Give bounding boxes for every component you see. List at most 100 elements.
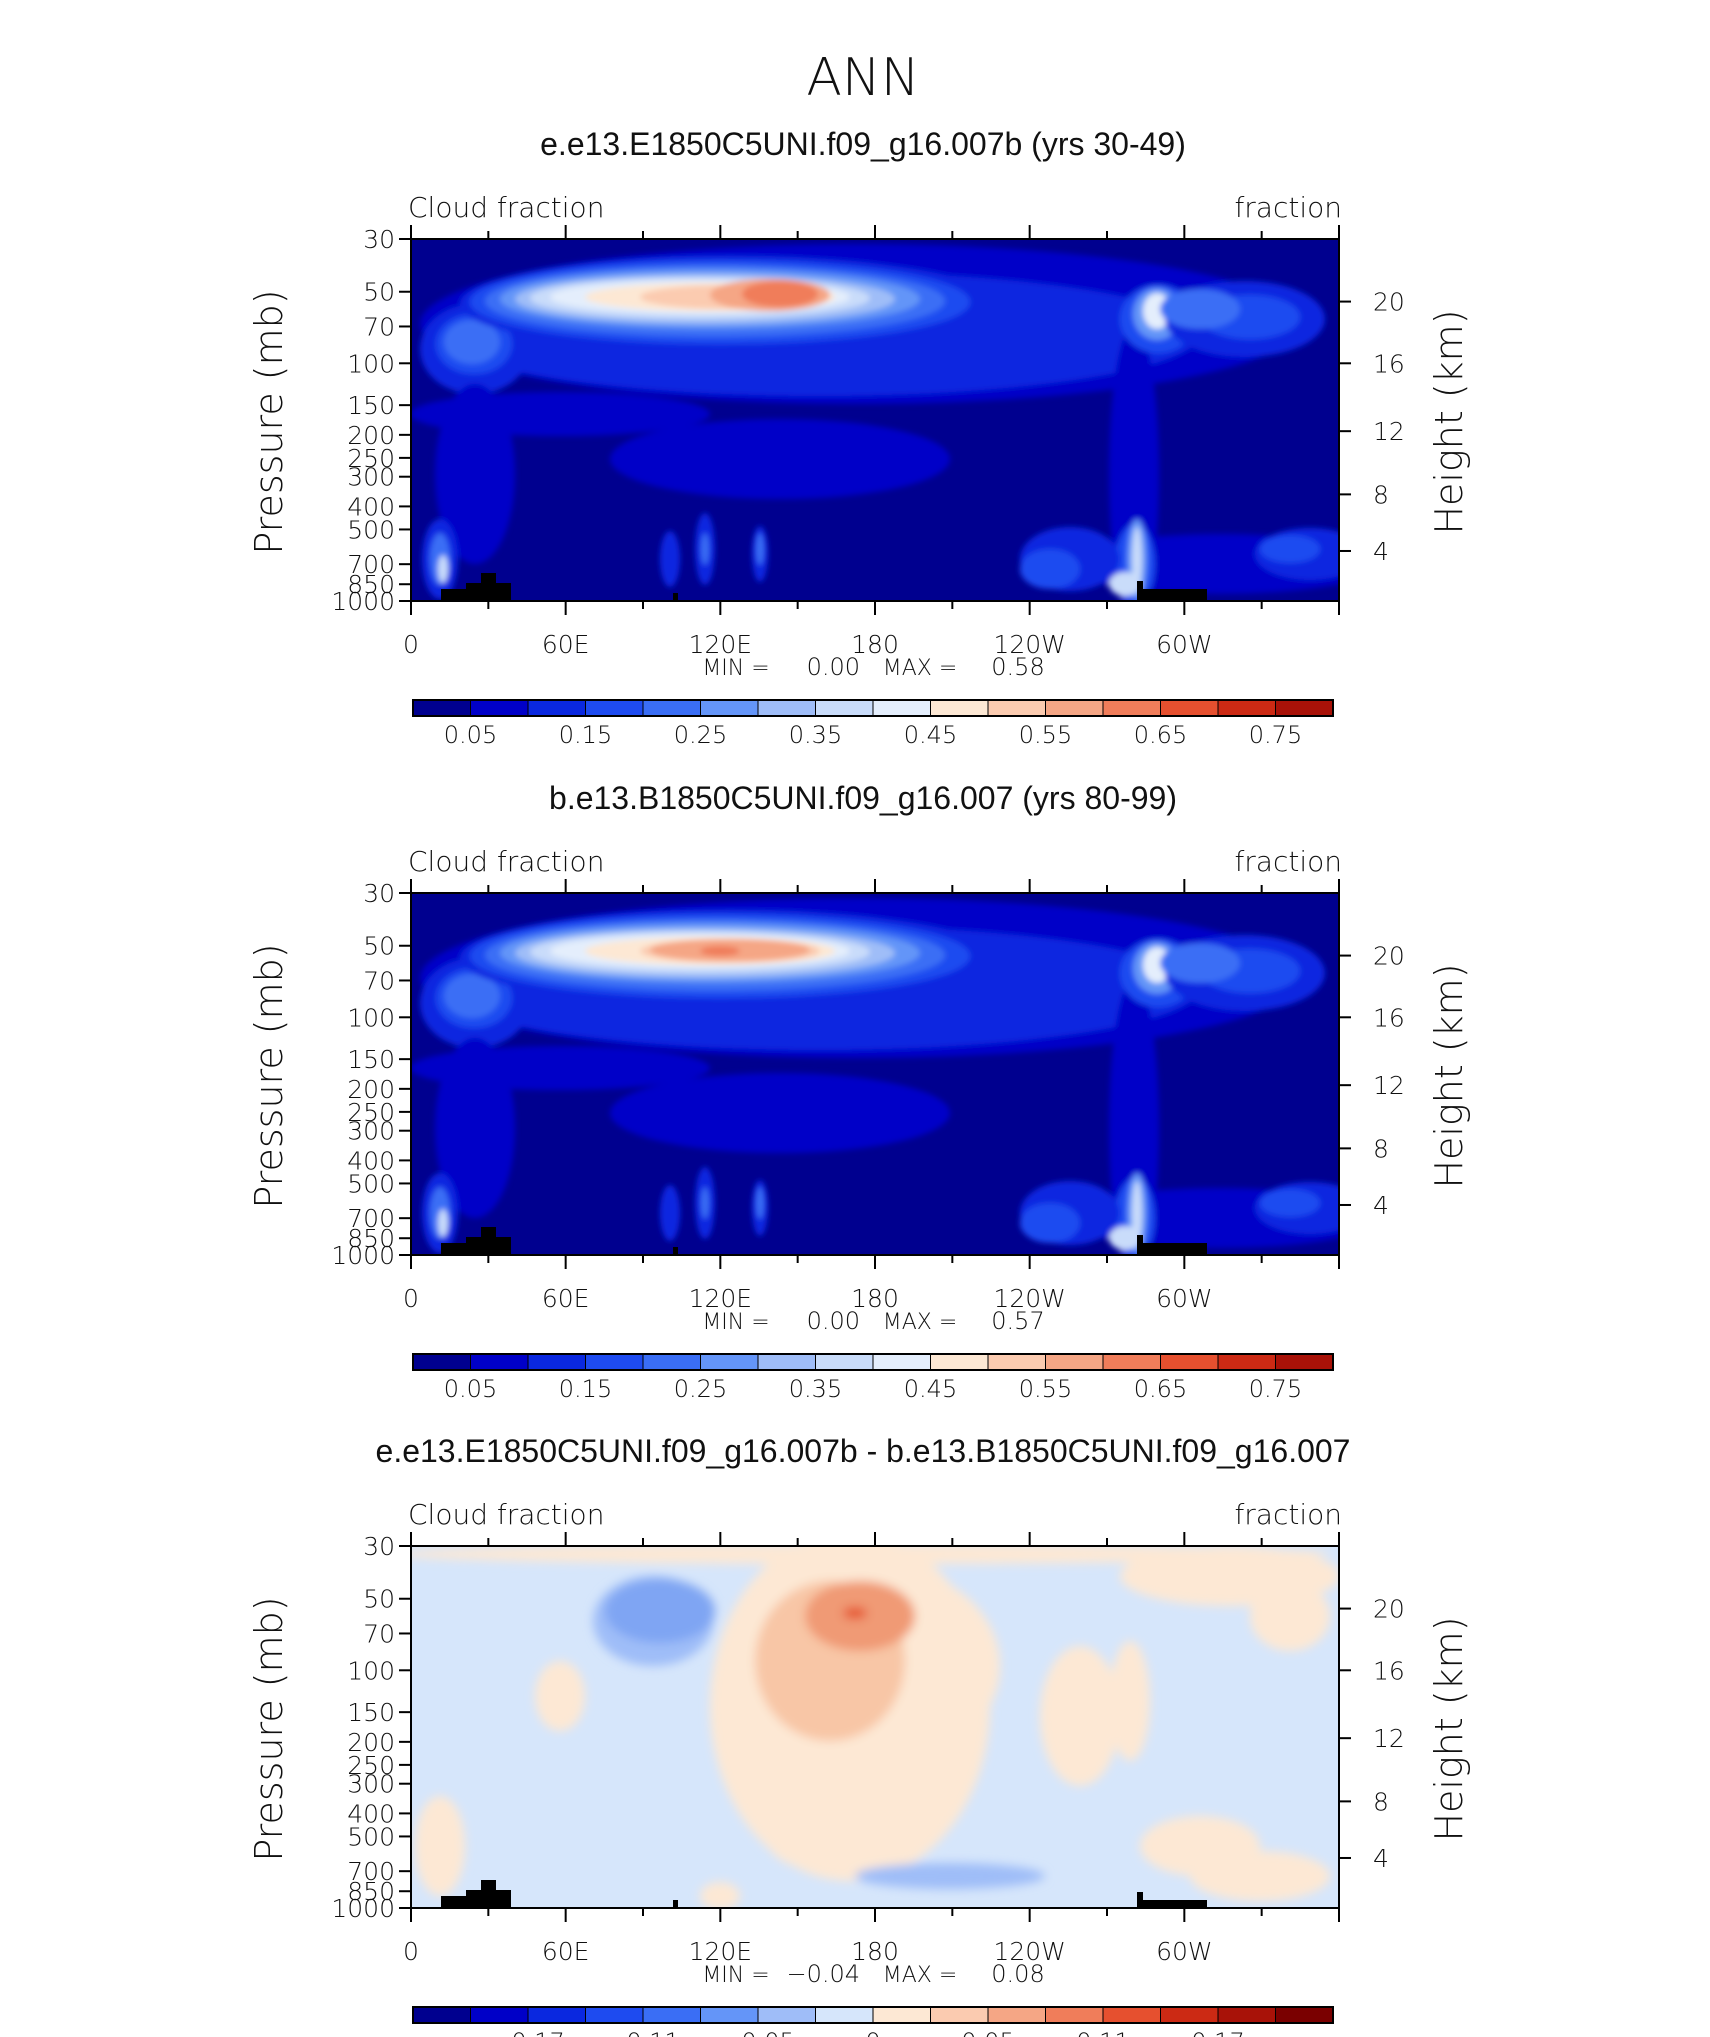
- topography-island: [673, 593, 678, 601]
- y-tick-label: 70: [363, 966, 395, 995]
- x-tick-label: 180: [851, 630, 899, 659]
- colorbar-label: 0.11: [1076, 2028, 1129, 2037]
- x-axis: 0 60E 120E 180 120W 60W: [403, 225, 1340, 659]
- colorbar-frame: [412, 1353, 1334, 1371]
- right-corner-label: fraction: [1234, 845, 1342, 878]
- min-max-readout: MIN = 0.00 MAX = 0.58: [702, 653, 1044, 681]
- topography-andes-peak: [1137, 1892, 1143, 1902]
- x-tick-label: 180: [851, 1937, 899, 1966]
- panel-title: e.e13.E1850C5UNI.f09_g16.007b (yrs 30-49…: [540, 126, 1186, 162]
- colorbar-label: 0.05: [444, 1375, 497, 1403]
- colorbar-swatch: [757, 699, 816, 717]
- colorbar-swatch: [527, 2006, 586, 2024]
- contour-region: [435, 1038, 515, 1218]
- right-corner-label: fraction: [1234, 191, 1342, 224]
- colorbar-swatch: [815, 2006, 874, 2024]
- colorbar-frame: [412, 2006, 1334, 2024]
- x-tick-label: 120W: [993, 1937, 1065, 1966]
- y2-tick-label: 4: [1373, 1191, 1389, 1220]
- y-tick-label: 400: [347, 1799, 395, 1828]
- x-axis: 0 60E 120E 180 120W 60W: [403, 1532, 1340, 1966]
- contour-region: [535, 1661, 585, 1731]
- contour-region: [1109, 1226, 1141, 1250]
- y-tick-label: 250: [347, 1098, 395, 1127]
- y-tick-label: 100: [347, 1003, 395, 1032]
- y-tick-label: 500: [347, 1169, 395, 1198]
- topography-island: [673, 1900, 678, 1908]
- topography-andes: [1137, 1900, 1207, 1908]
- colorbar-swatch: [412, 1353, 471, 1371]
- colorbar-swatch: [872, 1353, 931, 1371]
- colorbar-swatch: [470, 699, 529, 717]
- y-tick-label: 30: [363, 1532, 395, 1561]
- y2-tick-label: 4: [1373, 537, 1389, 566]
- colorbar-swatch: [930, 1353, 989, 1371]
- contour-region: [415, 1796, 465, 1896]
- y-axis-right: 20 16 12 8 4: [1339, 288, 1405, 566]
- y-axis-right: 20 16 12 8 4: [1339, 942, 1405, 1220]
- colorbar-swatch: [470, 2006, 529, 2024]
- y2-tick-label: 12: [1373, 1071, 1405, 1100]
- y-tick-label: 200: [347, 1728, 395, 1757]
- y-tick-label: 850: [347, 1877, 395, 1906]
- y2-axis-label: Height (km): [1427, 963, 1471, 1188]
- colorbar: 0.05 0.15 0.25 0.35 0.45 0.55 0.65 0.75: [412, 699, 1334, 749]
- contour-region: [750, 1706, 850, 1866]
- plot-area: [411, 1546, 1339, 1908]
- colorbar-label: 0.35: [789, 721, 842, 749]
- topography-andes: [1137, 589, 1207, 601]
- max-label: MAX =: [883, 656, 958, 681]
- contour-region: [438, 555, 448, 583]
- y-tick-label: 1000: [331, 1241, 395, 1270]
- colorbar-label: −0.17: [491, 2028, 565, 2037]
- contour-region: [1190, 1851, 1330, 1901]
- colorbar-label: 0.25: [674, 1375, 727, 1403]
- y-tick-label: 100: [347, 349, 395, 378]
- colorbar-swatch: [585, 1353, 644, 1371]
- colorbar-swatch: [872, 699, 931, 717]
- contour-region: [610, 1073, 950, 1153]
- colorbar-label: 0.15: [559, 1375, 612, 1403]
- min-label: MIN =: [702, 656, 769, 681]
- y-tick-label: 50: [363, 1585, 395, 1614]
- y-tick-label: 150: [347, 1045, 395, 1074]
- y2-tick-label: 16: [1373, 1656, 1405, 1685]
- colorbar-label: −0.11: [606, 2028, 680, 2037]
- panel-2: b.e13.B1850C5UNI.f09_g16.007 (yrs 80-99)…: [247, 780, 1471, 1403]
- y-tick-label: 250: [347, 1751, 395, 1780]
- y-tick-label: 150: [347, 1698, 395, 1727]
- contour-region: [1110, 1641, 1150, 1761]
- x-tick-label: 60W: [1156, 1937, 1213, 1966]
- max-value: 0.57: [991, 1307, 1044, 1335]
- max-label: MAX =: [883, 1310, 958, 1335]
- x-tick-label: 120E: [689, 1284, 753, 1313]
- y2-tick-label: 8: [1373, 1787, 1389, 1816]
- contour-region: [444, 320, 500, 364]
- contour-region: [855, 1863, 1045, 1889]
- contour-region: [605, 1579, 715, 1643]
- colorbar-frame: [412, 699, 1334, 717]
- colorbar-swatch: [1275, 2006, 1334, 2024]
- colorbar-swatch: [527, 699, 586, 717]
- y-tick-label: 400: [347, 1146, 395, 1175]
- x-tick-label: 120E: [689, 1937, 753, 1966]
- topography-antarctica: [441, 573, 511, 601]
- contour-region: [700, 1882, 740, 1908]
- y-tick-label: 200: [347, 421, 395, 450]
- colorbar-swatch: [1045, 699, 1104, 717]
- colorbar-label: 0.17: [1191, 2028, 1244, 2037]
- y-tick-label: 300: [347, 1770, 395, 1799]
- topography-andes: [1137, 1243, 1207, 1255]
- y2-tick-label: 20: [1373, 288, 1405, 317]
- colorbar-swatch: [815, 699, 874, 717]
- contour-region: [1250, 1581, 1330, 1651]
- y-tick-label: 30: [363, 879, 395, 908]
- x-tick-label: 120W: [993, 630, 1065, 659]
- colorbar-swatch: [872, 2006, 931, 2024]
- colorbar-label: 0.35: [789, 1375, 842, 1403]
- colorbar-label: −0.05: [721, 2028, 795, 2037]
- contour-region: [742, 281, 818, 307]
- x-tick-label: 180: [851, 1284, 899, 1313]
- colorbar-label: 0.05: [961, 2028, 1014, 2037]
